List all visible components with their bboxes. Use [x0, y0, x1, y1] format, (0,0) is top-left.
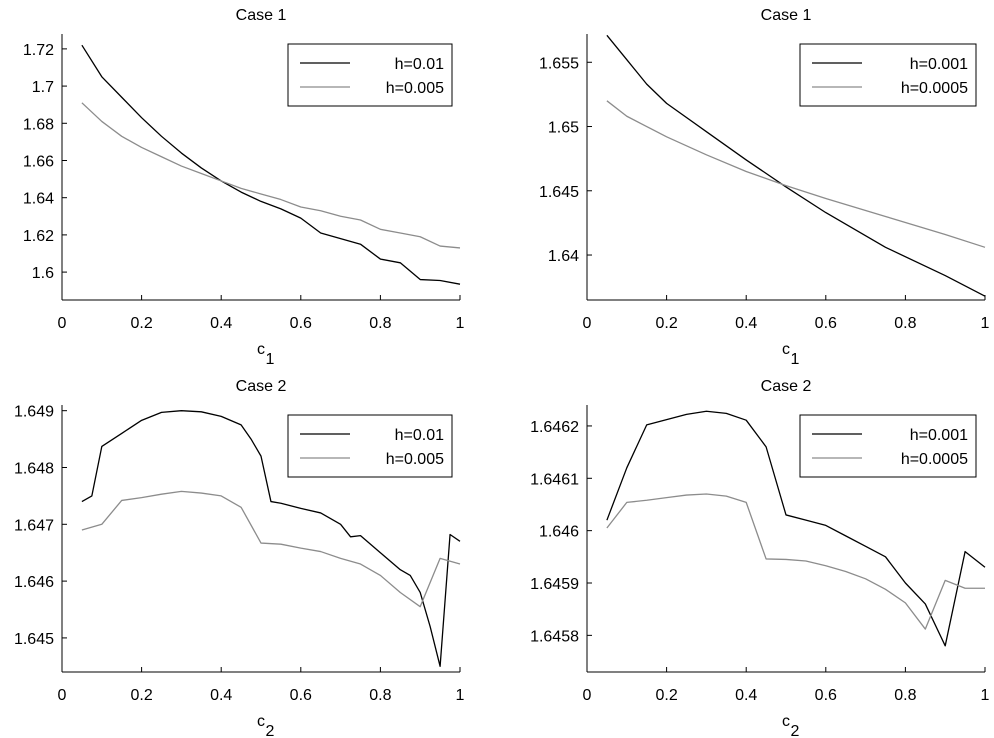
series-line-h-0-005	[81, 490, 461, 608]
legend-label: h=0.005	[386, 80, 444, 97]
y-tick-label: 1.6461	[530, 471, 579, 488]
x-tick-label: 0	[583, 315, 592, 332]
x-tick-label: 0	[58, 315, 67, 332]
chart-title: Case 2	[761, 378, 812, 395]
legend-box	[799, 43, 977, 107]
y-tick-label: 1.6462	[530, 419, 579, 436]
y-tick-label: 1.66	[23, 153, 54, 170]
x-axis-label: c	[782, 713, 790, 730]
x-axis-label-subscript: 2	[791, 723, 800, 738]
legend-label: h=0.001	[910, 427, 968, 444]
panel-case1-left: Case 1 0 0.2 0.4 0.6 0.8 1 1.6 1.62 1.64 1.66 1.68 1…	[23, 7, 465, 368]
y-tick-label: 1.645	[539, 184, 579, 201]
series-line-h-0-0005	[606, 493, 985, 630]
series-line-h-0-001	[606, 410, 986, 647]
y-tick-label: 1.72	[23, 42, 54, 59]
x-tick-label: 0.2	[130, 687, 152, 704]
x-tick-label: 1	[456, 687, 465, 704]
chart-title: Case 2	[236, 378, 287, 395]
chart-title: Case 1	[761, 7, 812, 24]
y-tick-label: 1.6458	[530, 628, 579, 645]
x-tick-label: 0.4	[210, 687, 232, 704]
y-tick-label: 1.646	[539, 524, 579, 541]
y-tick-label: 1.64	[23, 191, 54, 208]
x-axis-label-subscript: 1	[791, 351, 800, 368]
x-tick-label: 0.8	[894, 315, 916, 332]
legend-label: h=0.01	[395, 56, 444, 73]
x-tick-label: 0.4	[210, 315, 232, 332]
x-tick-label: 0.6	[815, 687, 837, 704]
x-tick-label: 0.2	[655, 315, 677, 332]
y-tick-label: 1.646	[14, 574, 54, 591]
legend-box	[287, 43, 453, 107]
x-tick-label: 0.6	[290, 687, 312, 704]
y-tick-label: 1.645	[14, 631, 54, 648]
series-line-h-0-0005	[606, 100, 986, 248]
y-tick-label: 1.6	[32, 265, 54, 282]
y-tick-label: 1.649	[14, 404, 54, 421]
y-tick-label: 1.647	[14, 517, 54, 534]
legend-label: h=0.005	[386, 451, 444, 468]
x-tick-label: 1	[981, 315, 990, 332]
x-axis-label-subscript: 1	[266, 351, 275, 368]
x-tick-label: 0.2	[130, 315, 152, 332]
legend-label: h=0.001	[910, 56, 968, 73]
x-tick-label: 0.4	[735, 687, 757, 704]
y-tick-label: 1.68	[23, 116, 54, 133]
panel-case2-left: Case 2 0 0.2 0.4 0.6 0.8 1 1.645 1.646 1.647 1.648…	[14, 378, 465, 738]
x-tick-label: 0.2	[655, 687, 677, 704]
y-tick-label: 1.7	[32, 79, 54, 96]
series-line-h-0-01	[81, 44, 461, 285]
x-tick-label: 1	[456, 315, 465, 332]
legend-box	[799, 414, 977, 478]
x-tick-label: 1	[981, 687, 990, 704]
chart-title: Case 1	[236, 7, 287, 24]
x-tick-label: 0.8	[369, 315, 391, 332]
y-tick-label: 1.62	[23, 228, 54, 245]
legend-label: h=0.01	[395, 427, 444, 444]
legend-label: h=0.0005	[901, 80, 968, 97]
x-axis-label-subscript: 2	[266, 723, 275, 738]
series-line-h-0-001	[606, 34, 986, 297]
x-tick-label: 0.6	[815, 315, 837, 332]
x-tick-label: 0.4	[735, 315, 757, 332]
x-tick-label: 0.6	[290, 315, 312, 332]
panel-case2-right: Case 2 0 0.2 0.4 0.6 0.8 1 1.6458 1.6459 1.646 1.6…	[530, 378, 989, 738]
y-tick-label: 1.64	[548, 248, 579, 265]
y-tick-label: 1.648	[14, 460, 54, 477]
legend-box	[287, 414, 453, 478]
x-tick-label: 0	[58, 687, 67, 704]
x-tick-label: 0.8	[894, 687, 916, 704]
panel-case1-right: Case 10 0.2 0.4 0.6 0.8 11.641.6451.651.655c1…	[539, 7, 990, 368]
x-tick-label: 0	[583, 687, 592, 704]
series-line-h-0-01	[81, 410, 461, 667]
y-tick-label: 1.65	[548, 120, 579, 137]
y-tick-label: 1.655	[539, 55, 579, 72]
x-axis-label: c	[782, 341, 790, 358]
series-line-h-0-005	[81, 102, 461, 249]
x-tick-label: 0.8	[369, 687, 391, 704]
x-axis-label: c	[257, 341, 265, 358]
y-tick-label: 1.6459	[530, 576, 579, 593]
legend-label: h=0.0005	[901, 451, 968, 468]
x-axis-label: c	[257, 713, 265, 730]
